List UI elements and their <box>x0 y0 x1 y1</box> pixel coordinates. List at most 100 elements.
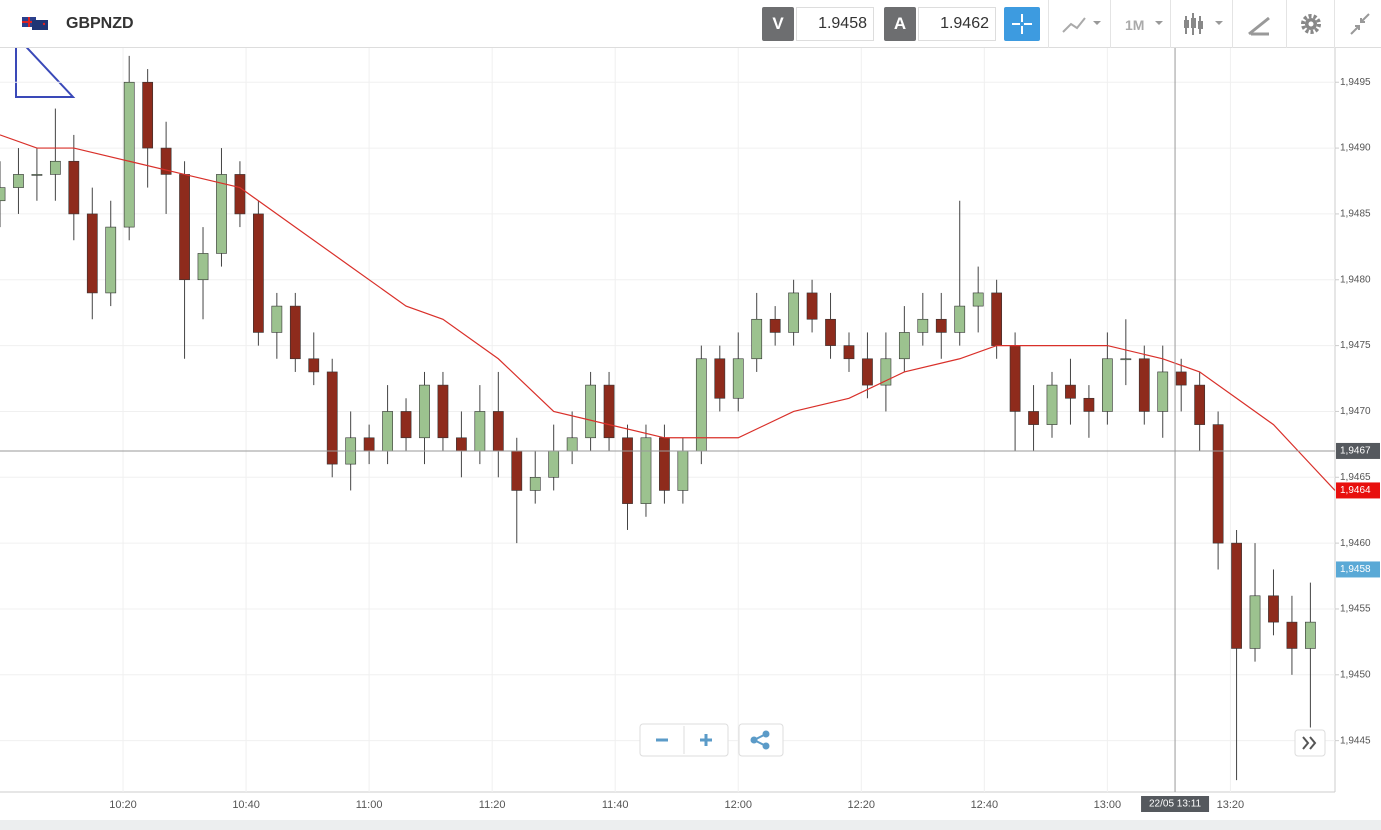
candle-body <box>474 411 486 452</box>
candle-body <box>216 174 227 254</box>
candle-body <box>253 213 264 333</box>
symbol: GBPNZD <box>66 15 134 32</box>
timeframe: 1M <box>1125 17 1145 33</box>
candle-body <box>640 437 652 504</box>
candle-body <box>419 384 430 439</box>
candle-body <box>363 437 375 452</box>
candle-body <box>456 437 467 452</box>
candle-body <box>788 292 799 333</box>
y-tick-label: 1,9485 <box>1340 209 1371 220</box>
candle-body <box>68 160 80 215</box>
candle-body <box>677 450 689 491</box>
crosshair-y-tag <box>1336 442 1380 459</box>
collapse-button[interactable] <box>1334 0 1381 48</box>
candle-body <box>1231 542 1242 649</box>
x-tick-label: 13:20 <box>1217 799 1245 811</box>
candle-body <box>529 476 541 491</box>
candle-body <box>603 384 615 439</box>
candle-body <box>825 318 836 346</box>
candle-body <box>714 358 726 399</box>
candle-body <box>566 437 578 452</box>
candle-body <box>382 411 393 452</box>
draw-button[interactable] <box>1232 0 1287 48</box>
candle-body <box>769 318 781 333</box>
price-tag-label: 1,9464 <box>1340 485 1371 496</box>
crosshair-x-tag <box>1141 796 1210 812</box>
candle-body <box>308 358 320 373</box>
candle-body <box>179 174 190 281</box>
candle-body <box>1194 384 1206 425</box>
moving-average <box>0 134 1336 491</box>
candle-body <box>511 450 523 491</box>
candle-body <box>732 358 744 399</box>
buy-price[interactable]: 1.9462 <box>918 7 996 41</box>
candle-body <box>86 213 98 294</box>
chart-type-menu[interactable] <box>1170 0 1233 48</box>
timeframe-menu[interactable]: 1M <box>1110 0 1171 48</box>
candle-body <box>935 318 947 333</box>
triangle-drawing[interactable] <box>15 48 76 98</box>
flag-icon <box>22 17 48 30</box>
x-tick-label: 12:00 <box>724 799 752 811</box>
x-tick-label: 10:40 <box>232 799 260 811</box>
candle-body <box>1305 621 1316 649</box>
price-tag <box>1336 482 1380 499</box>
x-tick-label: 12:20 <box>848 799 876 811</box>
x-tick-label: 11:40 <box>602 799 629 811</box>
candle-body <box>1286 621 1298 649</box>
candle-body <box>898 332 910 360</box>
candle-body <box>123 81 135 228</box>
candle-body <box>806 292 818 320</box>
candle-body <box>49 160 61 175</box>
bottom-strip <box>0 820 1381 830</box>
share-box[interactable] <box>738 723 784 757</box>
crosshair-button[interactable] <box>1004 7 1040 41</box>
candle-body <box>622 437 633 504</box>
candle-body <box>400 411 412 439</box>
buy-button[interactable]: A <box>884 7 916 41</box>
candle-body <box>880 358 892 386</box>
candle-body <box>1009 345 1021 412</box>
x-tick-label: 11:00 <box>356 799 383 811</box>
indicator-menu[interactable] <box>1048 0 1111 48</box>
y-tick-label: 1,9460 <box>1340 538 1371 549</box>
candle-body <box>271 305 283 333</box>
toolbar: GBPNZD V 1.9458 A 1.9462 1M <box>0 0 1381 48</box>
candle-body <box>1120 358 1132 361</box>
candle-body <box>105 226 117 294</box>
y-tick-label: 1,9465 <box>1340 472 1371 483</box>
sell-price[interactable]: 1.9458 <box>796 7 874 41</box>
x-tick-label: 12:40 <box>971 799 999 811</box>
candle-body <box>437 384 449 439</box>
y-tick-label: 1,9470 <box>1340 406 1371 417</box>
candle-body <box>1138 358 1150 412</box>
zoom-in[interactable] <box>700 734 712 746</box>
zoom-controls <box>639 723 1326 757</box>
candle-body <box>1083 397 1095 412</box>
y-tick-label: 1,9475 <box>1340 340 1371 351</box>
y-tick-label: 1,9495 <box>1340 77 1371 88</box>
y-tick-label: 1,9455 <box>1340 604 1371 615</box>
candle-body <box>1028 411 1039 425</box>
candle-body <box>954 305 966 333</box>
candle-body <box>843 345 855 360</box>
candle-body <box>585 384 596 439</box>
crosshair-y-label: 1,9467 <box>1340 446 1371 457</box>
price-tag <box>1336 561 1380 578</box>
x-tick-label: 13:00 <box>1094 799 1122 811</box>
candle-body <box>1101 358 1113 412</box>
candle-body <box>1268 595 1279 623</box>
x-tick-label: 11:20 <box>479 799 506 811</box>
candle-body <box>234 174 246 215</box>
scroll-end[interactable] <box>1294 729 1326 757</box>
candle-body <box>751 318 763 360</box>
candle-body <box>1046 384 1058 425</box>
y-tick-label: 1,9480 <box>1340 274 1371 285</box>
sell-button[interactable]: V <box>762 7 794 41</box>
settings-button[interactable] <box>1286 0 1335 48</box>
candle-body <box>289 305 301 360</box>
candle-body <box>695 358 707 452</box>
x-tick-label: 10:20 <box>109 799 137 811</box>
crosshair-x-label: 22/05 13:11 <box>1149 799 1202 810</box>
